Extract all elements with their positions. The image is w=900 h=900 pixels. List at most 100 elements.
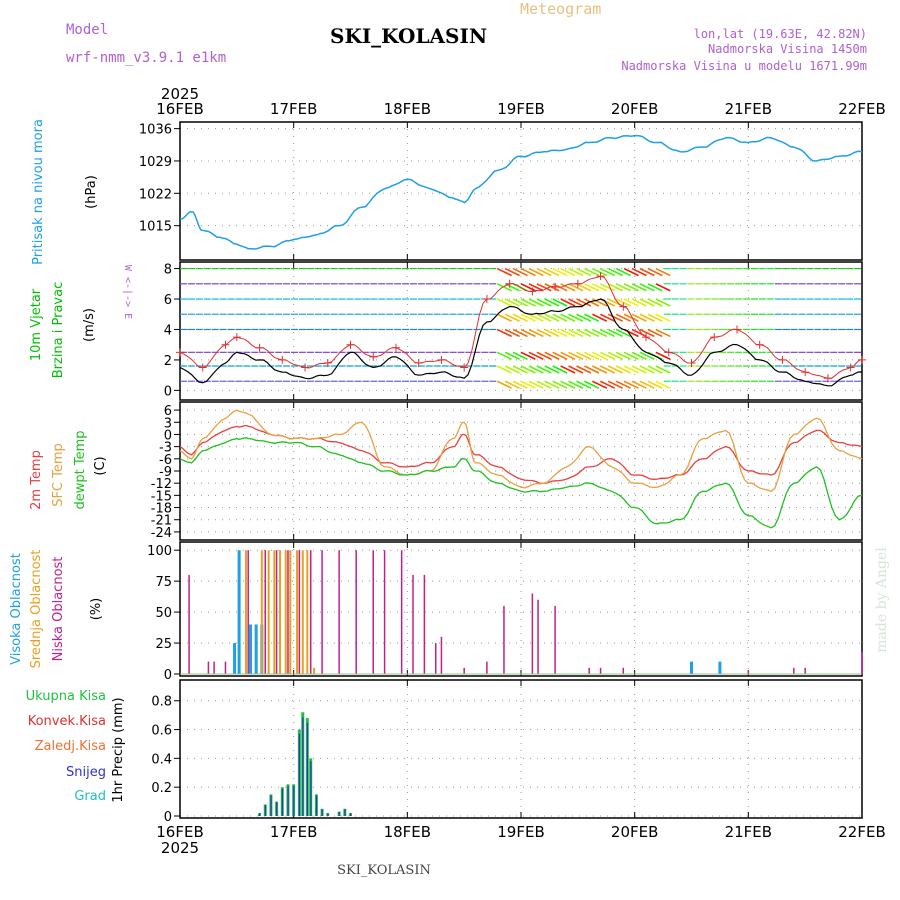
sfc-temp-line [179,409,863,493]
wind-barb [520,380,536,389]
gust-marker [687,358,696,367]
snow-bar [327,813,329,816]
snow-bar [350,813,352,816]
wind-barb [504,365,520,374]
wind-barb [639,365,655,374]
wind-barb [512,351,528,360]
wind-barb [599,328,616,338]
wind-barb [655,267,671,277]
wind-barb [647,283,663,292]
wind-barb [520,313,536,322]
wind-barb [631,298,647,307]
t2m-line [179,424,863,484]
wind-barb [496,365,512,374]
y-tick-label: -12 [151,477,172,492]
wind-barb [647,313,663,322]
wind-barb [496,267,512,277]
y-tick-label: 1015 [139,220,172,235]
x-tick-label-top: 17FEB [270,100,317,118]
wind-barb [631,365,647,374]
y-tick-label: 3 [164,416,172,431]
y-tick-label: 0.8 [151,695,172,710]
wind-barb [496,328,512,338]
wind-barb [528,267,544,277]
wind-barb [544,351,560,360]
wind-barb [584,351,600,360]
legend-snow: Snijeg [66,765,106,780]
wind-barb [655,351,671,360]
wind-barb [655,328,671,338]
wind-barb [623,298,639,307]
gust-marker [642,333,651,342]
wind-barb [536,351,552,360]
gust-marker [505,279,514,288]
ylabel-cloud-mid: Srednja Oblacnost [29,550,44,669]
wind-barb [576,328,592,338]
gust-marker [823,374,832,383]
gust-marker [482,295,491,304]
wind-barb [599,267,616,277]
gust-marker [732,325,741,334]
wind-barb [576,380,592,389]
gust-marker [323,358,332,367]
panel-frame [179,401,863,541]
ylabel-cloud-low: Niska Oblacnost [51,557,66,662]
wind-barb [615,365,631,374]
wind-barb [607,313,623,322]
chart-subtitle: Meteogram [520,0,601,18]
gust-marker [369,352,378,361]
wind-barb [512,380,528,389]
wind-barb [544,328,560,338]
model-elevation-label: Nadmorska Visina u modelu 1671.99m [621,59,867,73]
wind-barb [584,298,600,307]
legend-frz: Zaledj.Kisa [35,739,106,754]
watermark: made by Angel [874,547,890,653]
legend-graupel: Grad [74,789,106,804]
x-tick-label-top: 18FEB [384,100,431,118]
wind-barb [552,380,568,389]
wind-barb [528,298,544,307]
snow-bar [306,722,309,816]
x-tick-label-top: 19FEB [497,100,544,118]
wind-barb [599,313,616,322]
wind-barb [647,298,663,307]
y-tick-label: -6 [159,453,172,468]
wind-barb [568,298,584,307]
y-tick-label: 0.2 [151,781,172,796]
x-tick-label-top: 22FEB [838,100,885,118]
wind-barb [599,351,616,360]
wind-barb [520,267,536,277]
wind-barb [631,313,647,322]
wind-barb [552,298,568,307]
wind-barb [544,267,560,277]
wind-barb [552,365,568,374]
wind-barb [560,328,576,338]
gust-marker [858,355,866,364]
panel-precip: 0 0.2 0.4 0.6 0.8 [151,679,863,825]
snow-bar [293,785,295,816]
legend-conv: Konvek.Kisa [28,714,106,729]
panel-cloud: 0 25 50 75 100 [147,541,863,683]
gust-marker [460,363,469,372]
chart-title: SKI_KOLASIN [330,24,487,48]
wind-barb [544,380,560,389]
x-tick-label-top: 16FEB [156,100,203,118]
ylabel-dewpt: dewpt Temp [73,430,88,509]
model-label: Model [66,22,108,38]
wind-barb [623,380,639,389]
wind-barb [584,267,600,277]
gust-marker [176,348,184,357]
wind-barb [520,298,536,307]
y-tick-label: 75 [155,575,172,590]
panel-frame [179,121,863,261]
snow-bar [287,785,289,816]
gust-marker [778,355,787,364]
y-tick-label: 8 [164,263,172,278]
elevation-label: Nadmorska Visina 1450m [708,42,867,56]
wind-barb [544,365,560,374]
gust-marker [391,343,400,352]
coords-label: lon,lat (19.63E, 42.82N) [694,27,867,41]
wind-barb [655,380,671,389]
wind-barb [639,351,655,360]
wind-barb [639,328,655,338]
